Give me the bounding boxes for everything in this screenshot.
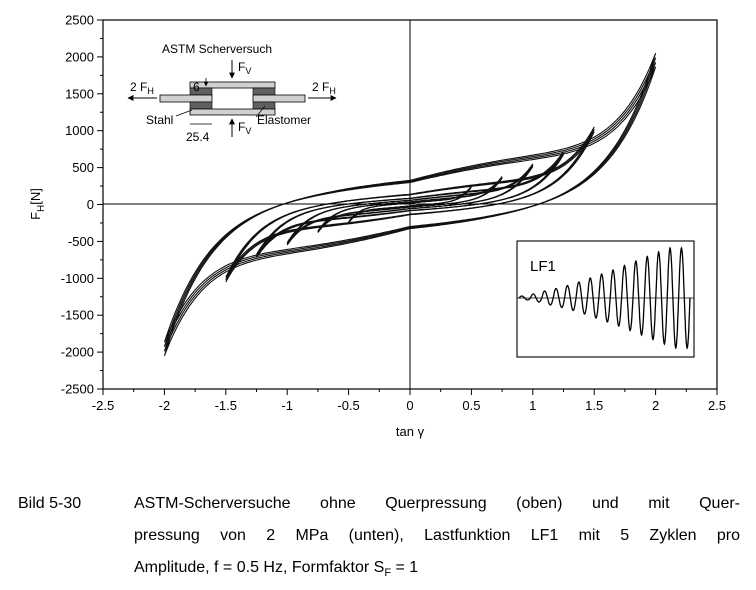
x-tick-label: 0	[406, 398, 413, 413]
y-tick-label: -500	[68, 234, 94, 249]
y-tick-label: -2500	[61, 382, 94, 397]
hysteresis-loop	[225, 131, 595, 278]
steel-plate-middle-left	[159, 94, 213, 103]
y-tick-label: 2500	[65, 13, 94, 28]
y-axis-title: FH[N]	[28, 188, 47, 220]
inset-frame	[516, 240, 695, 358]
y-tick-label: -1500	[61, 308, 94, 323]
x-tick-label: 1	[529, 398, 536, 413]
label-fv-top: FV	[238, 60, 251, 76]
caption-line-1: ASTM-Scherversuche ohne Querpressung (ob…	[134, 495, 740, 512]
hysteresis-loop	[256, 154, 564, 255]
inset-load-function	[518, 246, 691, 350]
y-tick-label: 1500	[65, 86, 94, 101]
inset-label: LF1	[530, 258, 556, 275]
label-dim-6: 6	[193, 80, 200, 94]
lf1-inset: LF1	[516, 240, 695, 358]
x-tick-label: -0.5	[337, 398, 359, 413]
y-tick-label: 0	[87, 197, 94, 212]
caption-line-2: pressung von 2 MPa (unten), Lastfunktion…	[134, 527, 740, 544]
elastomer-top-right	[252, 87, 276, 96]
label-fh-right: 2 FH	[312, 80, 336, 96]
x-tick-label: 0.5	[462, 398, 480, 413]
astm-schematic: ASTM Scherversuch FV FV 2 FH 2 FH 6 25.4…	[127, 42, 337, 144]
steel-plate-middle-right	[252, 94, 306, 103]
caption-label: Bild 5-30	[18, 495, 82, 512]
elastomer-bottom-left	[189, 101, 213, 110]
caption-line-3: Amplitude, f = 0.5 Hz, Formfaktor SF = 1	[134, 559, 419, 580]
label-dim-25-4: 25.4	[186, 130, 210, 144]
y-tick-label: 2000	[65, 49, 94, 64]
label-fv-bottom: FV	[238, 120, 251, 136]
x-tick-label: -1.5	[215, 398, 237, 413]
y-tick-label: 1000	[65, 123, 94, 138]
steel-plate-top	[189, 81, 276, 89]
y-tick-label: -2000	[61, 345, 94, 360]
y-tick-label: 500	[72, 160, 94, 175]
hysteresis-loop	[348, 186, 472, 223]
x-tick-label: 2	[652, 398, 659, 413]
x-axis-title: tan γ	[396, 424, 425, 439]
x-tick-label: -1	[281, 398, 293, 413]
elastomer-bottom-right	[252, 101, 276, 110]
schematic-title: ASTM Scherversuch	[162, 42, 272, 56]
leader-stahl	[175, 109, 193, 117]
axis-ticks: -2.5 -2 -1.5 -1 -0.5 0 0.5 1 1.5 2 2.5 -2500 -2000 -1…	[61, 13, 726, 414]
x-tick-label: -2	[159, 398, 171, 413]
x-tick-label: 1.5	[585, 398, 603, 413]
label-fh-left: 2 FH	[130, 80, 154, 96]
x-tick-label: -2.5	[92, 398, 114, 413]
hysteresis-loop	[163, 66, 657, 343]
label-elastomer: Elastomer	[257, 113, 311, 127]
hysteresis-chart: -2.5 -2 -1.5 -1 -0.5 0 0.5 1 1.5 2 2.5 -2500 -2000 -1…	[28, 13, 726, 440]
x-tick-label: 2.5	[708, 398, 726, 413]
steel-plate-bottom	[189, 108, 276, 116]
leader-elastomer	[255, 105, 266, 118]
caption-text: ASTM-Scherversuche ohne Querpressung (ob…	[134, 488, 740, 584]
label-stahl: Stahl	[146, 113, 173, 127]
y-tick-label: -1000	[61, 271, 94, 286]
